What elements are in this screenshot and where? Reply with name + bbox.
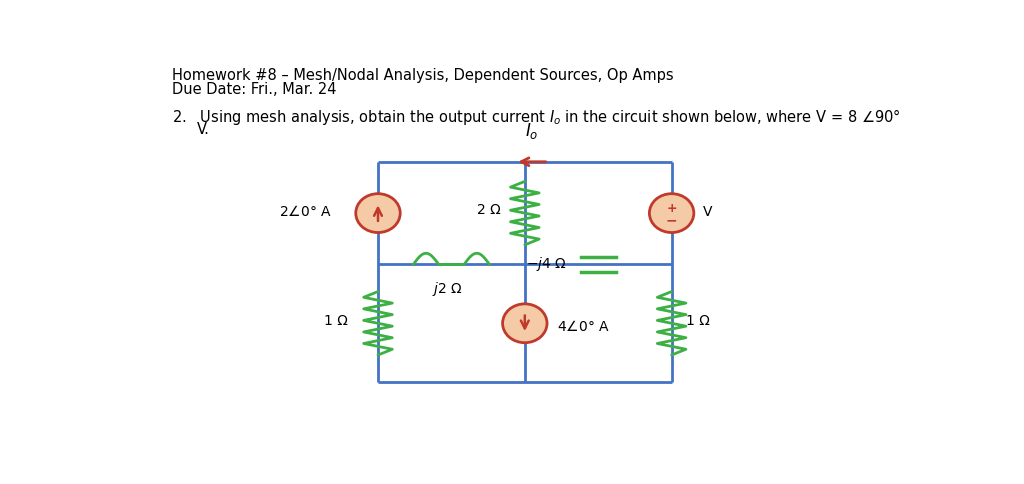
- Text: +: +: [667, 201, 677, 214]
- Text: 2.   Using mesh analysis, obtain the output current $I_o$ in the circuit shown b: 2. Using mesh analysis, obtain the outpu…: [172, 106, 900, 126]
- Text: 1 Ω: 1 Ω: [686, 314, 710, 328]
- Ellipse shape: [503, 304, 547, 343]
- Text: −: −: [666, 213, 678, 227]
- Text: 2$\angle$0° A: 2$\angle$0° A: [280, 203, 332, 218]
- Text: 4$\angle$0° A: 4$\angle$0° A: [557, 318, 609, 333]
- Text: V: V: [703, 205, 713, 219]
- Ellipse shape: [649, 194, 694, 233]
- Text: Homework #8 – Mesh/Nodal Analysis, Dependent Sources, Op Amps: Homework #8 – Mesh/Nodal Analysis, Depen…: [172, 67, 673, 82]
- Text: 1 Ω: 1 Ω: [324, 314, 348, 328]
- Text: $I_o$: $I_o$: [525, 121, 539, 141]
- Text: Due Date: Fri., Mar. 24: Due Date: Fri., Mar. 24: [172, 82, 336, 97]
- Text: $j$2 Ω: $j$2 Ω: [432, 279, 463, 297]
- Text: $-j$4 Ω: $-j$4 Ω: [525, 254, 566, 272]
- Text: 2 Ω: 2 Ω: [477, 202, 501, 216]
- Text: V.: V.: [197, 122, 210, 137]
- Ellipse shape: [355, 194, 400, 233]
